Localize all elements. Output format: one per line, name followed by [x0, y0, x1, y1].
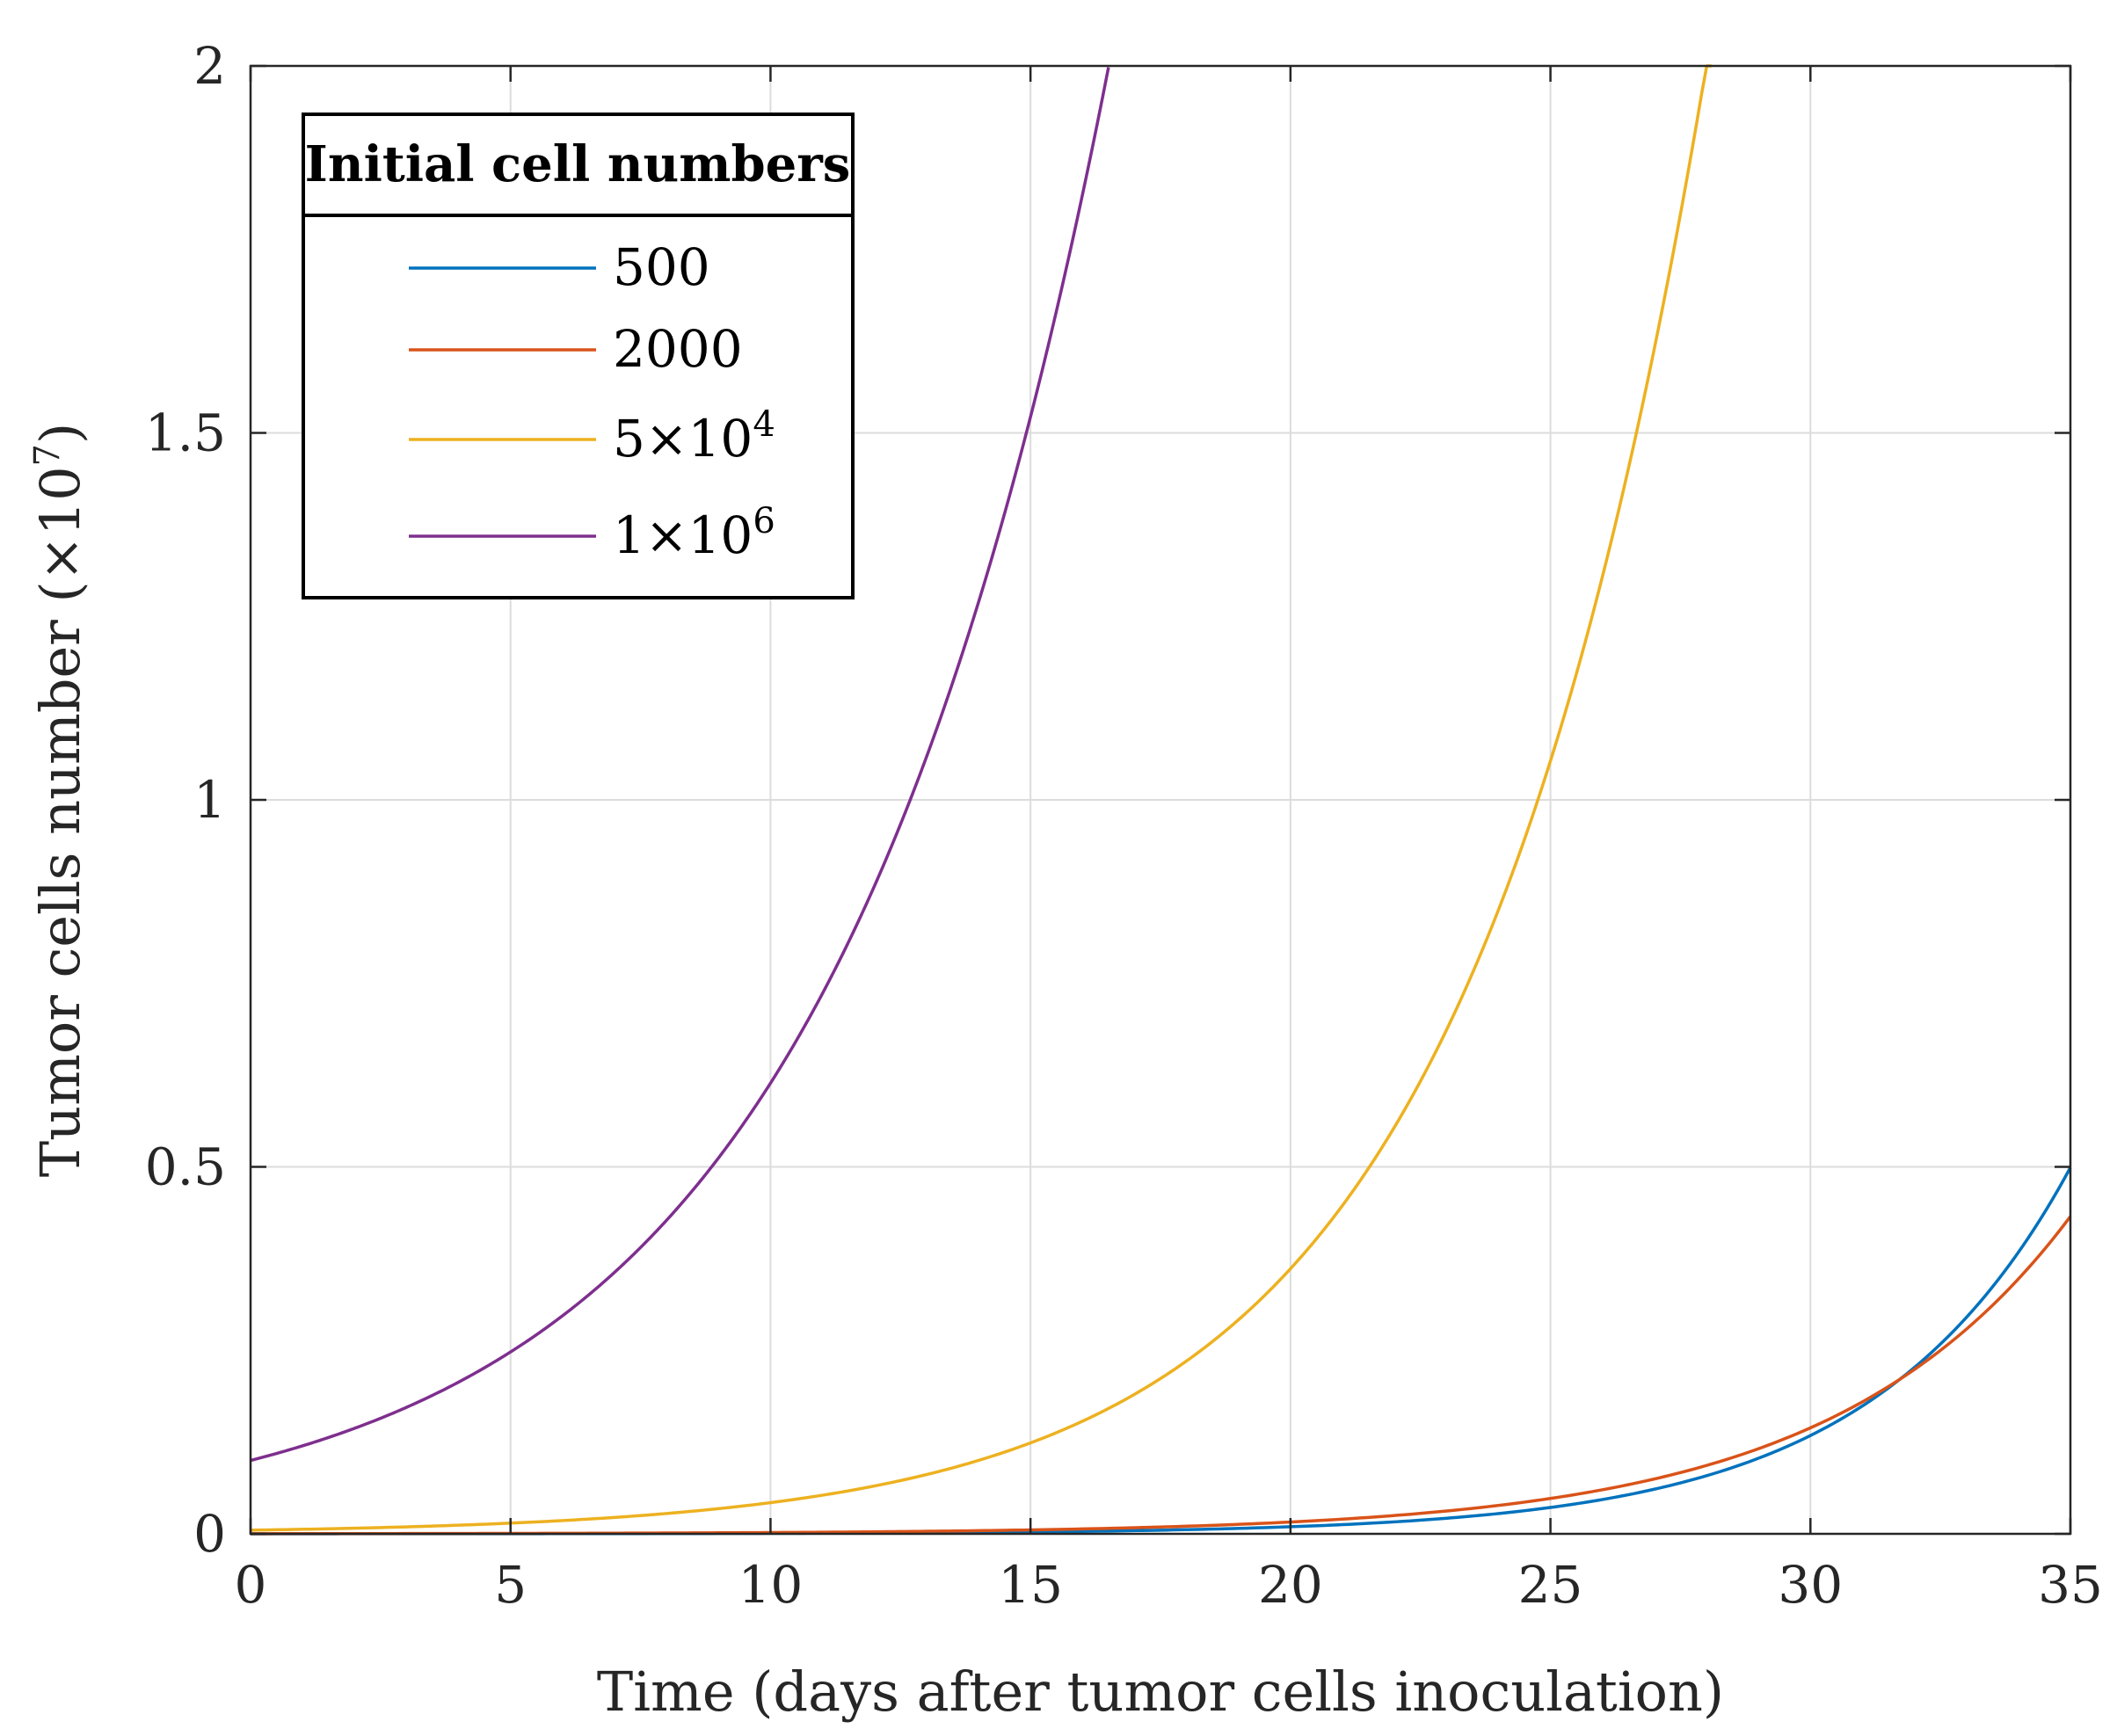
x-tick-label: 25 — [1518, 1555, 1583, 1615]
legend-label-2000-text: 2000 — [613, 319, 743, 379]
x-tick-label: 5 — [494, 1555, 527, 1615]
legend-label-5e4-text: 5×10 — [613, 409, 753, 469]
x-tick-label: 30 — [1778, 1555, 1843, 1615]
x-axis-label: Time (days after tumor cells inoculation… — [597, 1660, 1724, 1724]
series-line-2 — [250, 64, 1712, 1532]
legend-label-1e6: 1×106 — [613, 501, 775, 565]
legend-label-500: 500 — [613, 237, 710, 297]
y-tick-label: 1.5 — [145, 403, 226, 463]
series-line-3 — [250, 67, 1110, 1463]
y-axis-label: Tumor cells number (×107) — [27, 423, 92, 1177]
x-ticks — [249, 66, 2072, 1534]
legend-label-5e4-exp: 4 — [753, 404, 775, 445]
y-tick-label: 0 — [193, 1504, 226, 1564]
legend-box — [302, 113, 855, 599]
y-tick-label: 1 — [193, 770, 226, 830]
y-axis-label-close: ) — [28, 423, 92, 444]
y-axis-label-main: Tumor cells number (×10 — [28, 466, 92, 1177]
y-tick-labels: 0 0.5 1 1.5 2 — [145, 36, 226, 1564]
legend-label-5e4: 5×104 — [613, 404, 775, 469]
y-ticks — [251, 64, 2070, 1536]
legend-label-2000: 2000 — [613, 319, 743, 379]
x-tick-label: 35 — [2038, 1555, 2103, 1615]
y-tick-label: 0.5 — [145, 1137, 226, 1197]
y-axis-label-group: Tumor cells number (×107) — [27, 423, 92, 1177]
x-tick-label: 0 — [235, 1555, 267, 1615]
legend-label-1e6-text: 1×10 — [613, 505, 753, 565]
y-tick-label: 2 — [193, 36, 226, 96]
x-tick-label: 15 — [998, 1555, 1063, 1615]
legend-label-1e6-exp: 6 — [753, 501, 775, 541]
x-tick-label: 20 — [1258, 1555, 1323, 1615]
legend-title: Initial cell numbers — [305, 135, 851, 193]
legend: Initial cell numbers 500 2000 5×104 1×10… — [302, 113, 855, 599]
x-tick-label: 10 — [738, 1555, 804, 1615]
legend-label-500-text: 500 — [613, 237, 710, 297]
y-axis-label-exp: 7 — [27, 444, 68, 466]
x-tick-labels: 0 5 10 15 20 25 30 35 — [235, 1555, 2103, 1615]
